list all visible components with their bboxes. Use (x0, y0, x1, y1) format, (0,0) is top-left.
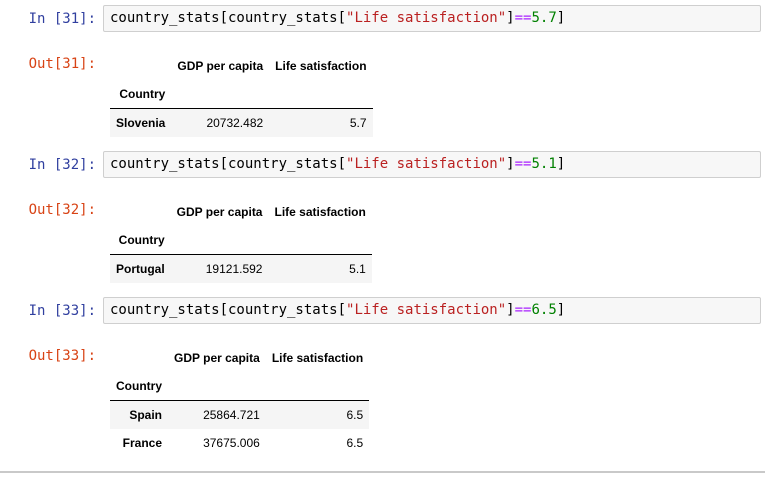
life-value: 6.5 (346, 408, 364, 422)
empty-cell (171, 80, 269, 109)
output-prompt: Out[33]: (28, 348, 96, 364)
dataframe-output: GDP per capita Life satisfaction Country… (103, 344, 765, 457)
code-bracket: ] (506, 302, 515, 318)
table-body: Portugal 19121.592 5.1 (110, 254, 372, 283)
column-header-row: GDP per capita Life satisfaction (110, 344, 369, 372)
code-number: 5.1 (531, 156, 557, 172)
life-value: 5.7 (349, 116, 367, 130)
input-area: In [32]: country_stats[country_stats["Li… (0, 151, 765, 178)
code-input[interactable]: country_stats[country_stats["Life satisf… (103, 297, 761, 324)
empty-cell (268, 226, 371, 255)
dataframe-table: GDP per capita Life satisfaction Country… (110, 52, 373, 137)
table-row: Slovenia 20732.482 5.7 (110, 108, 373, 137)
table-body: Slovenia 20732.482 5.7 (110, 108, 373, 137)
corner-cell (110, 198, 171, 226)
dataframe-output: GDP per capita Life satisfaction Country… (103, 52, 765, 137)
code-text: country_stats[country_stats[ (110, 10, 347, 26)
index-name-row: Country (110, 80, 373, 109)
code-bracket: ] (556, 10, 566, 26)
empty-cell (269, 80, 372, 109)
dataframe-table: GDP per capita Life satisfaction Country… (110, 344, 370, 458)
code-bracket: ] (556, 156, 566, 172)
row-index: Portugal (116, 262, 165, 276)
code-number: 5.7 (531, 10, 557, 26)
code-operator: == (514, 156, 532, 172)
input-area: In [31]: country_stats[country_stats["Li… (0, 5, 765, 32)
notebook-cell: In [31]: country_stats[country_stats["Li… (0, 5, 765, 137)
code-bracket: ] (506, 156, 515, 172)
code-operator: == (514, 302, 532, 318)
gdp-value: 37675.006 (203, 436, 260, 450)
code-text: country_stats[country_stats[ (110, 302, 347, 318)
column-header-gdp: GDP per capita (177, 59, 264, 73)
table-head: GDP per capita Life satisfaction Country (110, 344, 370, 401)
life-value: 5.1 (349, 262, 366, 276)
empty-cell (171, 226, 269, 255)
table-head: GDP per capita Life satisfaction Country (110, 52, 373, 109)
input-prompt: In [32]: (28, 157, 96, 173)
column-header-life: Life satisfaction (274, 205, 366, 219)
index-name: Country (119, 87, 166, 101)
column-header-row: GDP per capita Life satisfaction (110, 52, 373, 80)
index-name-row: Country (110, 226, 372, 255)
gdp-value: 25864.721 (203, 408, 260, 422)
empty-cell (266, 372, 369, 401)
code-string-literal: "Life satisfaction" (346, 302, 507, 318)
input-prompt: In [33]: (28, 303, 96, 319)
life-value: 6.5 (346, 436, 364, 450)
index-name-row: Country (110, 372, 369, 401)
table-row: Spain 25864.721 6.5 (110, 400, 370, 429)
column-header-gdp: GDP per capita (174, 351, 260, 365)
index-name: Country (118, 233, 165, 247)
output-area: Out[33]: GDP per capita Life satisfactio… (0, 344, 765, 457)
row-index: France (122, 436, 162, 450)
column-header-gdp: GDP per capita (176, 205, 263, 219)
column-header-life: Life satisfaction (271, 351, 364, 365)
column-header-row: GDP per capita Life satisfaction (110, 198, 372, 226)
output-area: Out[31]: GDP per capita Life satisfactio… (0, 52, 765, 137)
code-string-literal: "Life satisfaction" (346, 156, 507, 172)
index-name: Country (116, 379, 162, 393)
code-bracket: ] (506, 10, 515, 26)
output-prompt: Out[32]: (28, 202, 96, 218)
column-header-life: Life satisfaction (275, 59, 367, 73)
cell-divider (0, 471, 765, 473)
table-row: Portugal 19121.592 5.1 (110, 254, 372, 283)
row-index: Slovenia (116, 116, 166, 130)
code-operator: == (514, 10, 532, 26)
output-prompt: Out[31]: (28, 56, 96, 72)
code-string-literal: "Life satisfaction" (346, 10, 507, 26)
corner-cell (110, 344, 168, 372)
code-input[interactable]: country_stats[country_stats["Life satisf… (103, 5, 761, 32)
output-area: Out[32]: GDP per capita Life satisfactio… (0, 198, 765, 283)
code-input[interactable]: country_stats[country_stats["Life satisf… (103, 151, 761, 178)
code-number: 6.5 (531, 302, 557, 318)
dataframe-output: GDP per capita Life satisfaction Country… (103, 198, 765, 283)
dataframe-table: GDP per capita Life satisfaction Country… (110, 198, 372, 283)
table-row: France 37675.006 6.5 (110, 429, 369, 457)
gdp-value: 20732.482 (206, 116, 264, 130)
empty-cell (168, 372, 266, 401)
code-text: country_stats[country_stats[ (110, 156, 347, 172)
input-area: In [33]: country_stats[country_stats["Li… (0, 297, 765, 324)
gdp-value: 19121.592 (205, 262, 263, 276)
input-prompt: In [31]: (28, 11, 96, 27)
row-index: Spain (129, 408, 162, 422)
table-body: Spain 25864.721 6.5 France 37675.006 6.5 (110, 400, 370, 458)
corner-cell (110, 52, 171, 80)
code-bracket: ] (556, 302, 566, 318)
table-head: GDP per capita Life satisfaction Country (110, 198, 372, 255)
notebook-cell: In [33]: country_stats[country_stats["Li… (0, 297, 765, 457)
notebook-cell: In [32]: country_stats[country_stats["Li… (0, 151, 765, 283)
